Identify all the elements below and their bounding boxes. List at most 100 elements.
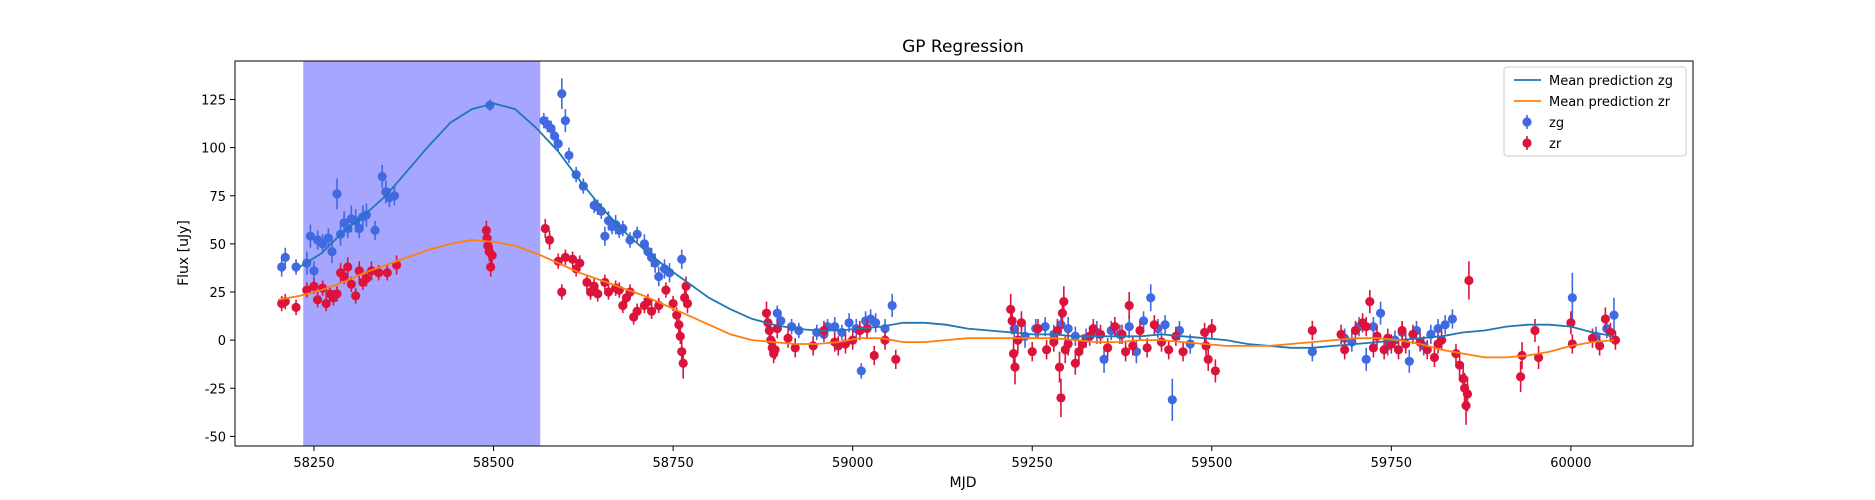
point-zr	[486, 262, 496, 272]
point-zr	[761, 308, 772, 318]
point-zg	[844, 318, 854, 328]
point-zg	[560, 116, 570, 126]
axes-frame	[234, 60, 1694, 447]
point-zr	[1070, 358, 1080, 368]
x-tick-label: 58750	[652, 456, 693, 471]
point-zr	[487, 250, 497, 261]
point-zr	[808, 341, 818, 351]
legend-label-zg: zg	[1549, 116, 1564, 131]
point-zr	[618, 300, 628, 311]
point-zr	[1016, 318, 1027, 328]
point-zg	[1375, 308, 1386, 318]
point-zg	[618, 223, 628, 234]
x-tick-label: 59750	[1371, 456, 1412, 471]
point-zr	[1149, 320, 1159, 330]
point-zg	[361, 210, 372, 220]
point-zg	[856, 366, 866, 376]
point-zr	[1054, 362, 1065, 372]
point-zr	[1340, 345, 1350, 355]
y-tick-label: 100	[201, 142, 226, 157]
point-zr	[1203, 354, 1213, 364]
point-zg	[632, 229, 642, 239]
point-zg	[318, 239, 328, 249]
point-zr	[1379, 345, 1389, 355]
point-zr	[1207, 323, 1217, 334]
point-zr	[1600, 314, 1610, 324]
point-zg	[1138, 316, 1149, 326]
point-zr	[764, 325, 774, 336]
point-zr	[309, 281, 319, 291]
plot-area: 58250 58500 58750 59000 59250 59500 59750 60000…	[201, 60, 1694, 471]
point-zr	[1461, 400, 1471, 411]
point-zg	[280, 252, 290, 262]
point-zr	[374, 268, 384, 278]
point-zr	[1049, 337, 1059, 347]
point-zr	[1464, 275, 1474, 286]
point-zr	[1006, 304, 1016, 314]
point-zr	[1088, 323, 1098, 334]
point-zr	[1103, 343, 1113, 353]
y-tick-label: -50	[205, 430, 226, 445]
point-zr	[1516, 372, 1526, 382]
point-zg	[1307, 347, 1317, 357]
point-zr	[1458, 374, 1468, 384]
y-tick-label: 125	[201, 94, 226, 109]
point-zr	[1142, 343, 1152, 353]
point-zr	[291, 302, 301, 312]
point-zr	[557, 287, 567, 297]
point-zr	[361, 273, 372, 284]
point-zr	[668, 298, 678, 309]
point-zg	[794, 325, 804, 336]
point-zr	[603, 287, 614, 297]
point-zg	[830, 322, 840, 332]
point-zg	[370, 225, 380, 235]
point-zr	[1350, 325, 1361, 336]
point-zg	[871, 318, 881, 328]
legend-label-zr: zr	[1549, 137, 1562, 152]
point-zr	[1074, 347, 1084, 357]
legend-swatch-zg	[1522, 117, 1532, 127]
highlight-span	[303, 61, 541, 446]
point-zr	[544, 235, 555, 245]
x-tick-label: 59000	[832, 456, 873, 471]
point-zr	[1372, 331, 1382, 341]
point-zg	[1040, 322, 1050, 332]
point-zg	[327, 246, 337, 257]
point-zr	[1033, 323, 1043, 334]
point-zr	[869, 350, 879, 361]
point-zr	[1156, 337, 1167, 347]
point-zg	[553, 139, 563, 149]
point-zr	[575, 258, 585, 268]
point-zg	[557, 89, 567, 99]
x-tick-label: 58500	[473, 456, 514, 471]
point-zg	[1567, 293, 1577, 303]
y-tick-label: 50	[209, 238, 226, 253]
point-zr	[560, 252, 570, 262]
point-zg	[564, 150, 574, 160]
x-tick-label: 59500	[1191, 456, 1232, 471]
point-zr	[382, 268, 392, 278]
line-Mean prediction zr	[277, 239, 1615, 359]
point-zr	[646, 306, 657, 316]
point-zr	[1393, 345, 1404, 355]
x-tick-label: 59250	[1012, 456, 1053, 471]
point-zg	[309, 266, 319, 276]
point-zr	[1052, 325, 1062, 336]
point-zg	[654, 272, 664, 282]
point-zr	[339, 272, 349, 282]
point-zr	[1610, 335, 1621, 345]
legend-swatch-zr	[1522, 138, 1532, 148]
x-axis-label: MJD	[950, 475, 977, 491]
point-zr	[1124, 300, 1134, 311]
point-zr	[675, 331, 685, 341]
point-zr	[321, 298, 331, 309]
point-zr	[661, 285, 671, 295]
point-zr	[1462, 389, 1473, 399]
point-zg	[776, 316, 786, 326]
point-zr	[1041, 345, 1052, 355]
point-zr	[351, 291, 361, 301]
point-zr	[332, 289, 342, 299]
point-zg	[1146, 293, 1156, 303]
point-zr	[678, 358, 688, 368]
point-zg	[354, 223, 364, 234]
